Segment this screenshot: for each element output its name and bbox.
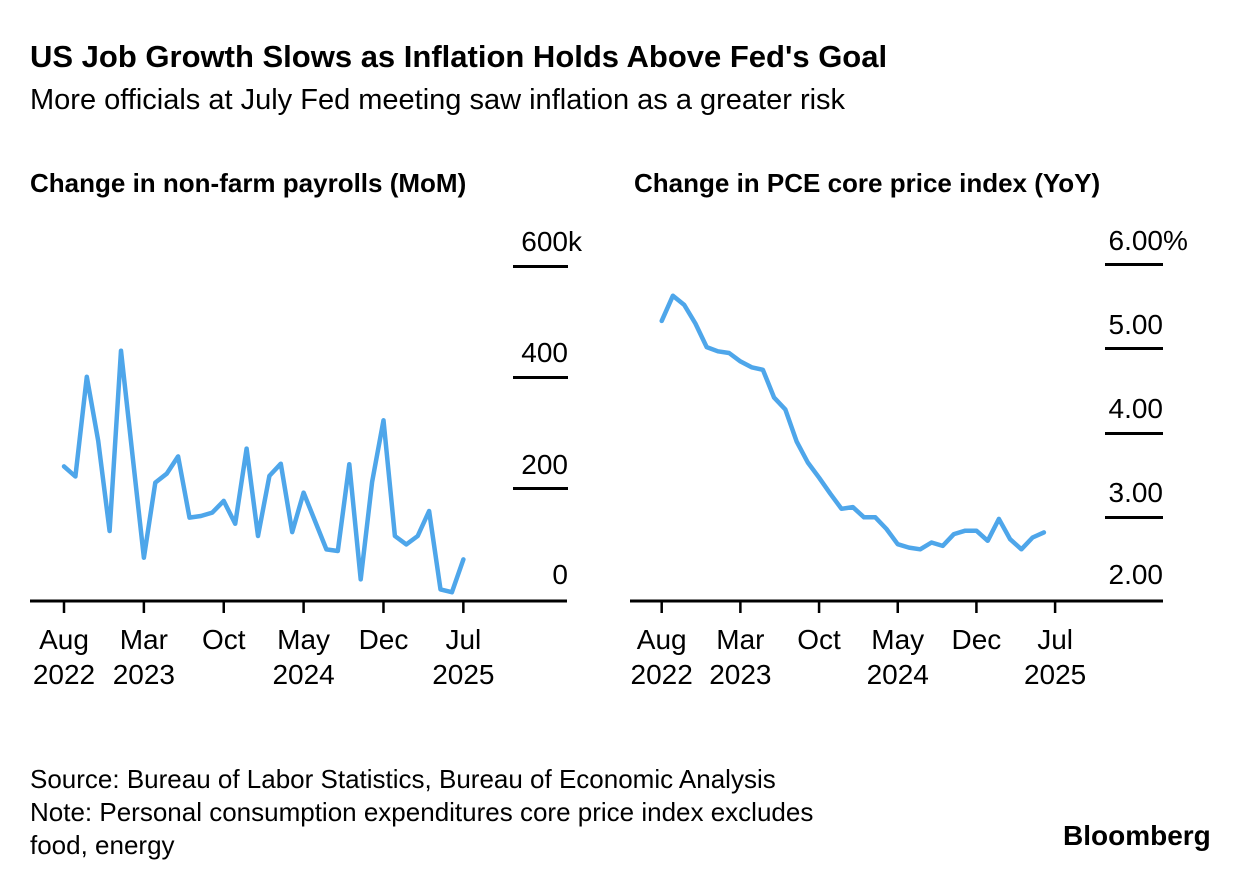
x-axis-month-label: Oct: [201, 624, 246, 655]
y-axis-label-value: 4.00: [1108, 393, 1164, 424]
y-axis-label-value: 600: [521, 226, 568, 258]
y-axis-label-value: 2.00: [1108, 559, 1164, 590]
y-axis-label-value: 400: [521, 337, 568, 369]
y-axis-label: 3.00: [1023, 477, 1164, 509]
x-axis-month-label: Aug: [39, 624, 89, 655]
payrolls-line: [61, 348, 466, 595]
y-axis-label-value: 6.00: [1108, 224, 1164, 256]
y-axis-dash: [1105, 263, 1163, 266]
page-subtitle: More officials at July Fed meeting saw i…: [30, 84, 846, 116]
y-axis-label-value: 5.00: [1108, 308, 1164, 340]
y-axis-label: 4.00: [1023, 393, 1164, 424]
y-axis-dash: [513, 487, 568, 491]
x-axis-month-label: Dec: [951, 624, 1002, 655]
y-axis-label-value: 3.00: [1108, 477, 1164, 509]
chart-title-payrolls: Change in non-farm payrolls (MoM): [30, 168, 467, 198]
y-axis-label-value: 0: [552, 559, 568, 590]
y-axis-dash: [1105, 431, 1163, 435]
footnote-line-1: Note: Personal consumption expenditures …: [30, 797, 814, 827]
x-axis-year-label: 2024: [272, 659, 335, 690]
y-axis-label: 5.00: [1023, 308, 1164, 340]
x-axis-year-label: 2022: [630, 659, 693, 690]
chart-title-pce: Change in PCE core price index (YoY): [634, 168, 1101, 198]
y-axis-dash: [513, 264, 568, 268]
y-axis-label: 400: [428, 339, 568, 367]
y-axis-unit-suffix: k: [568, 226, 582, 258]
y-axis-dash: [513, 375, 568, 379]
x-axis-month-label: Jul: [445, 624, 482, 655]
y-axis-label: 6.00%: [1023, 224, 1188, 256]
x-axis-year-label: 2023: [709, 659, 772, 690]
y-axis-label: 0: [428, 561, 568, 589]
y-axis-unit-suffix: %: [1163, 224, 1188, 256]
x-axis-year-label: 2025: [1023, 659, 1087, 690]
y-axis-dash: [1105, 515, 1163, 519]
x-axis-month-label: Jul: [1037, 624, 1073, 655]
pce-line: [659, 293, 1047, 552]
x-axis-month-label: Dec: [358, 624, 409, 655]
y-axis-label-value: 200: [521, 448, 568, 480]
page-title: US Job Growth Slows as Inflation Holds A…: [30, 39, 888, 74]
footnote-line-2: food, energy: [30, 830, 175, 860]
x-axis-month-label: Aug: [636, 624, 687, 655]
x-axis-month-label: May: [277, 624, 331, 655]
x-axis-month-label: Mar: [119, 624, 168, 655]
bloomberg-logo: Bloomberg: [1063, 820, 1211, 851]
x-axis-year-label: 2025: [432, 659, 495, 690]
y-axis-label: 600 k: [428, 226, 582, 258]
x-axis-year-label: 2024: [866, 659, 929, 690]
x-axis-year-label: 2023: [112, 659, 175, 690]
x-axis-month-label: May: [871, 624, 925, 655]
y-axis-label: 2.00: [1023, 559, 1164, 590]
y-axis-label: 200: [428, 448, 568, 480]
y-axis-dash: [1105, 347, 1163, 351]
x-axis-month-label: Oct: [797, 624, 841, 655]
source-note: Source: Bureau of Labor Statistics, Bure…: [30, 764, 776, 794]
x-axis-month-label: Mar: [716, 624, 765, 655]
x-axis-year-label: 2022: [32, 659, 96, 690]
